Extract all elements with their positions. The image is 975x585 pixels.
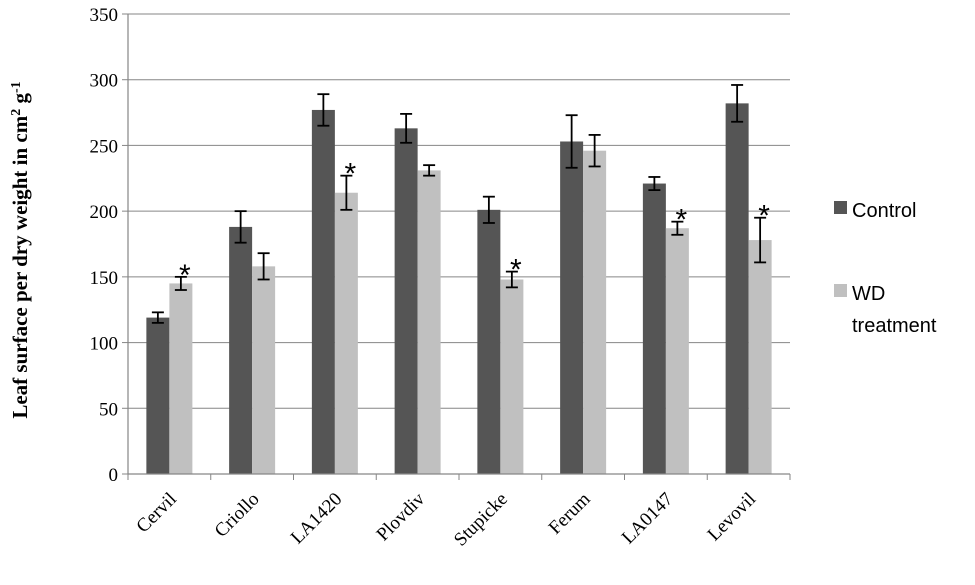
y-axis-label-main: Leaf surface per dry weight in cm — [8, 115, 32, 418]
bar-control — [642, 183, 666, 475]
legend-swatch-control — [834, 201, 847, 214]
significance-star: * — [510, 254, 522, 287]
error-bar-wd-treatment — [588, 134, 601, 168]
y-tick-label: 200 — [90, 202, 119, 223]
x-tick-label: Ferum — [545, 489, 595, 539]
error-bars — [151, 84, 767, 324]
y-tick-label: 250 — [90, 136, 119, 157]
x-tick-label: Plovdiv — [373, 488, 430, 545]
bar-wd-treatment — [500, 279, 524, 474]
y-axis-label-sup2: -1 — [9, 81, 24, 93]
x-tick-label: LA0147 — [618, 489, 678, 549]
y-axis-label-sup1: 2 — [9, 109, 24, 116]
x-tick-label: Cervil — [132, 489, 180, 537]
bar-control — [394, 128, 418, 475]
error-bar-control — [234, 210, 247, 244]
y-axis-ticks: 0 50 100 150 200 250 300 350 — [90, 5, 128, 486]
bar-wd-treatment — [748, 240, 772, 474]
error-bar-wd-treatment — [257, 252, 270, 281]
error-bar-wd-treatment — [671, 220, 684, 236]
error-bar-wd-treatment — [505, 270, 518, 289]
bar-wd-treatment — [583, 150, 607, 474]
error-bar-control — [151, 311, 164, 324]
error-bar-wd-treatment — [754, 216, 767, 264]
x-tick-label: Levovil — [704, 489, 761, 546]
legend-label-wd-line2: treatment — [852, 315, 937, 337]
x-tick-label: Stupicke — [450, 489, 512, 551]
gridlines — [128, 13, 790, 409]
bar-control — [229, 226, 253, 474]
legend-swatch-wd — [834, 284, 847, 297]
y-axis-label-mid: g — [8, 93, 32, 109]
error-bar-control — [731, 84, 744, 123]
error-bar-control — [648, 176, 661, 192]
bar-wd-treatment — [665, 228, 689, 474]
legend-label-control: Control — [852, 200, 916, 222]
x-tick-label: Criollo — [211, 489, 264, 542]
error-bar-wd-treatment — [423, 164, 436, 177]
error-bar-control — [482, 195, 495, 224]
x-axis-ticks: Cervil Criollo LA1420 Plovdiv Stupicke Ferum L… — [127, 474, 791, 551]
bar-control — [560, 141, 584, 474]
y-axis-label: Leaf surface per dry weight in cm2 g-1 — [8, 81, 32, 418]
y-tick-label: 150 — [90, 268, 119, 289]
bar-wd-treatment — [334, 192, 358, 474]
y-tick-label: 50 — [99, 399, 118, 420]
legend: Control WD treatment — [834, 200, 937, 337]
error-bar-control — [565, 114, 578, 169]
significance-star: * — [345, 158, 357, 191]
bar-wd-treatment — [417, 170, 441, 474]
x-tick-label: LA1420 — [287, 489, 347, 549]
y-tick-label: 0 — [109, 465, 119, 486]
y-tick-label: 100 — [90, 334, 119, 355]
bars — [146, 103, 772, 475]
bar-control — [725, 103, 749, 474]
significance-star: * — [758, 200, 770, 233]
bar-wd-treatment — [252, 266, 276, 474]
bar-wd-treatment — [169, 283, 193, 474]
error-bar-control — [400, 112, 413, 144]
y-tick-label: 300 — [90, 71, 119, 92]
significance-star: * — [179, 259, 191, 292]
significance-markers: * * * * * — [179, 158, 770, 292]
significance-star: * — [676, 204, 688, 237]
error-bar-wd-treatment — [340, 174, 353, 211]
error-bar-control — [317, 93, 330, 127]
y-tick-label: 350 — [90, 5, 119, 26]
bar-control — [311, 109, 335, 474]
bar-control — [477, 209, 501, 475]
error-bar-wd-treatment — [174, 275, 187, 291]
legend-label-wd-line1: WD — [852, 283, 885, 305]
bar-control — [146, 317, 170, 474]
